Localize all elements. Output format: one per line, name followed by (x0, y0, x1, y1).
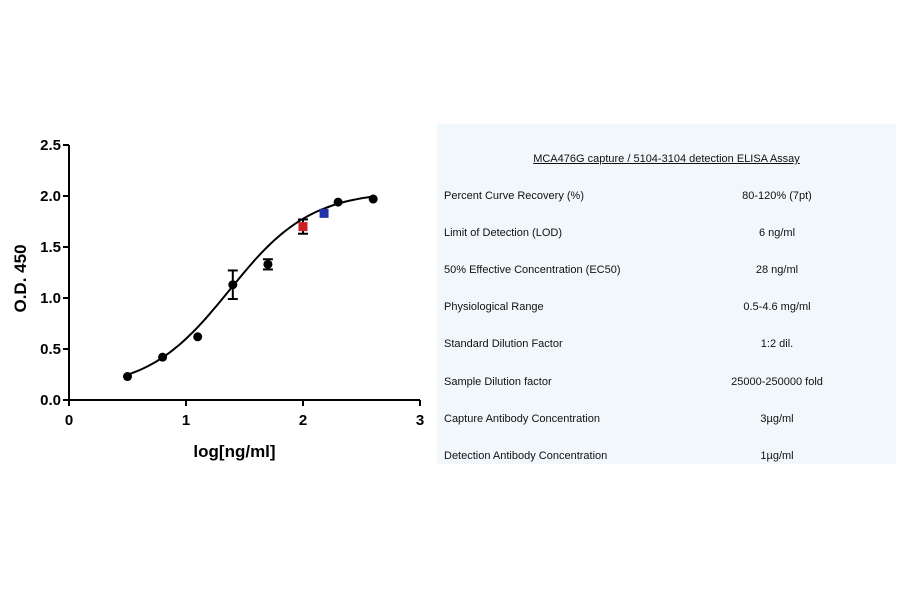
x-tick-label: 0 (65, 412, 73, 429)
data-point (263, 259, 273, 269)
assay-table-row: Detection Antibody Concentration 1µg/ml (437, 450, 896, 470)
data-point (228, 280, 238, 290)
assay-parameter-value: 1µg/ml (760, 449, 794, 462)
assay-parameter-value: 80-120% (7pt) (742, 190, 812, 202)
y-tick-label: 0.5 (40, 341, 61, 358)
fit-curve (127, 195, 374, 376)
elisa-standard-curve-chart: 0.0 0.5 1.0 1.5 2.0 2.5 0 1 2 3 log[ng/ml] O.D. 450 (0, 0, 440, 594)
assay-parameter-label: Limit of Detection (LOD) (444, 227, 562, 240)
assay-parameter-value: 28 ng/ml (755, 264, 799, 277)
data-point-square (298, 222, 308, 232)
y-tick-label: 1.0 (40, 290, 61, 307)
chart-svg: 0.0 0.5 1.0 1.5 2.0 2.5 0 1 2 3 log[ng/ml] O.D. 450 (11, 137, 424, 461)
assay-parameter-label: Detection Antibody Concentration (444, 449, 608, 462)
assay-table-row: Sample Dilution factor 25000-250000 fold (437, 376, 896, 396)
assay-parameter-label: Standard Dilution Factor (444, 338, 563, 351)
y-tick-label: 1.5 (40, 239, 61, 256)
assay-parameters-table: MCA476G capture / 5104-3104 detection EL… (437, 124, 896, 464)
data-point (123, 372, 132, 382)
assay-table-title: MCA476G capture / 5104-3104 detection EL… (533, 153, 800, 165)
x-tick-label: 2 (299, 412, 307, 429)
data-point (368, 194, 378, 204)
assay-parameter-value: 3µg/ml (760, 412, 794, 425)
assay-table-row: Standard Dilution Factor 1:2 dil. (437, 338, 896, 358)
assay-table-row: Capture Antibody Concentration 3µg/ml (437, 413, 896, 433)
x-axis-title: log[ng/ml] (193, 442, 275, 461)
assay-parameter-value: 6 ng/ml (758, 227, 796, 240)
assay-parameter-label: Capture Antibody Concentration (444, 412, 600, 425)
assay-table-row: Physiological Range 0.5-4.6 mg/ml (437, 301, 896, 321)
y-tick-label: 0.0 (40, 392, 61, 409)
x-tick-label: 1 (182, 412, 190, 429)
x-tick-label: 3 (416, 412, 424, 429)
data-point (193, 332, 203, 342)
assay-parameter-value: 0.5-4.6 mg/ml (743, 301, 811, 314)
assay-table-row: Limit of Detection (LOD) 6 ng/ml (437, 227, 896, 247)
assay-parameter-label: 50% Effective Concentration (EC50) (444, 264, 621, 277)
assay-table-row: Percent Curve Recovery (%) 80-120% (7pt) (437, 190, 896, 210)
data-point (333, 197, 343, 207)
data-point-square (319, 208, 329, 218)
assay-table-row: 50% Effective Concentration (EC50) 28 ng/… (437, 264, 896, 284)
assay-parameter-label: Physiological Range (444, 301, 544, 314)
assay-parameter-label: Sample Dilution factor (444, 375, 552, 388)
data-point (158, 352, 168, 362)
y-tick-label: 2.0 (40, 188, 61, 205)
y-tick-label: 2.5 (40, 137, 61, 154)
y-axis-title: O.D. 450 (11, 244, 30, 312)
assay-parameter-label: Percent Curve Recovery (%) (444, 190, 584, 202)
assay-parameter-value: 1:2 dil. (760, 338, 794, 351)
assay-parameter-value: 25000-250000 fold (731, 375, 823, 388)
